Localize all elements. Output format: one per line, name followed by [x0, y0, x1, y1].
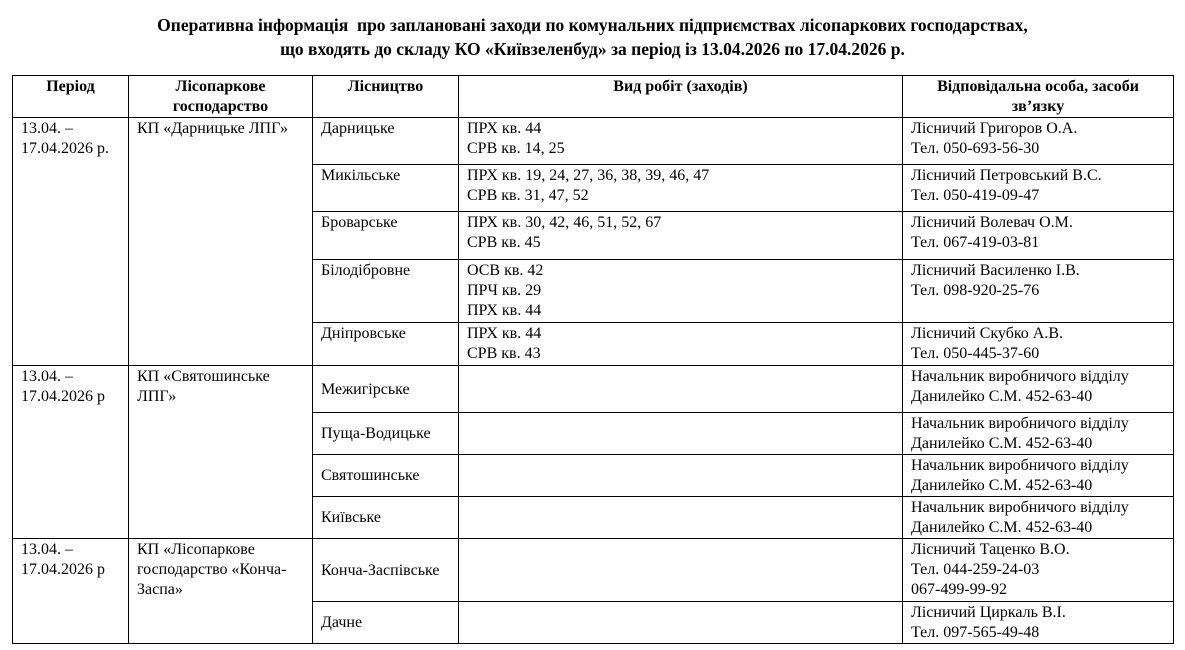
contact-cell: Лісничий Скубко А.В. Тел. 050-445-37-60 — [902, 322, 1174, 366]
cell-line: Тел. 097-565-49-48 — [911, 624, 1040, 641]
table-row: Дачне Лісничий Циркаль В.І. Тел. 097-565-4… — [13, 601, 1174, 644]
contact-cell: Начальник виробничого відділу Данилейко С… — [902, 496, 1174, 539]
works-cell — [458, 601, 903, 644]
table-row: Броварське ПРХ кв. 30, 42, 46, 51, 52, 67… — [13, 211, 1174, 260]
forestry-cell: Дачне — [312, 601, 459, 644]
forestry-cell: Броварське — [312, 211, 459, 260]
header-enterprise: Лісопаркове господарство — [128, 75, 313, 118]
contact-cell: Начальник виробничого відділу Данилейко С… — [902, 365, 1174, 413]
title-line-1: Оперативна інформація про заплановані за… — [157, 15, 1028, 35]
forestry-cell: Київське — [312, 496, 459, 539]
works-table: Період Лісопаркове господарство Лісництво В… — [12, 75, 1174, 644]
cell-line: Данилейко С.М. 452-63-40 — [911, 477, 1093, 494]
enterprise-cell: КП «Лісопаркове господарство «Конча-Засп… — [128, 538, 313, 644]
forestry-cell: Конча-Заспівське — [312, 538, 459, 602]
works-cell: ПРХ кв. 44 СРВ кв. 14, 25 — [458, 117, 903, 165]
title-line-2: що входять до складу КО «Київзеленбуд» з… — [280, 39, 905, 59]
works-cell: ПРХ кв. 44 СРВ кв. 43 — [458, 322, 903, 366]
forestry-cell: Пуща-Водицьке — [312, 412, 459, 455]
cell-line: Тел. 044-259-24-03 — [911, 561, 1040, 578]
forestry-cell: Микільське — [312, 164, 459, 212]
header-period: Період — [12, 75, 129, 118]
cell-line: СРВ кв. 31, 47, 52 — [467, 187, 589, 204]
cell-line: Тел. 050-693-56-30 — [911, 140, 1040, 157]
cell-line: ПРХ кв. 19, 24, 27, 36, 38, 39, 46, 47 — [467, 167, 710, 184]
cell-line: Данилейко С.М. 452-63-40 — [911, 388, 1093, 405]
contact-cell: Начальник виробничого відділу Данилейко С… — [902, 454, 1174, 497]
cell-line: 067-499-99-92 — [911, 581, 1007, 598]
cell-line: Тел. 067-419-03-81 — [911, 234, 1040, 251]
cell-line: Лісничий Циркаль В.І. — [911, 604, 1066, 621]
table-row: Білодібровне ОСВ кв. 42 ПРЧ кв. 29 ПРХ кв. … — [13, 259, 1174, 323]
works-cell — [458, 496, 903, 539]
cell-line: Начальник виробничого відділу — [911, 368, 1129, 385]
table-row: 13.04. – 17.04.2026 р КП «Лісопаркове гос… — [12, 538, 1174, 644]
table-header-row: Період Лісопаркове господарство Лісництво В… — [12, 75, 1174, 118]
forestry-cell: Межигірське — [312, 365, 459, 413]
forestry-cell: Святошинське — [312, 454, 459, 497]
cell-line: Данилейко С.М. 452-63-40 — [911, 519, 1093, 536]
cell-line: Начальник виробничого відділу — [911, 499, 1129, 516]
works-cell: ПРХ кв. 19, 24, 27, 36, 38, 39, 46, 47 СР… — [458, 164, 903, 212]
forestry-cell: Дарницьке — [312, 117, 459, 165]
cell-line: Лісничий Петровський В.С. — [911, 167, 1102, 184]
cell-line: Лісничий Григоров О.А. — [911, 120, 1078, 137]
cell-line: ПРЧ кв. 29 — [467, 282, 542, 299]
table-row: Дніпровське ПРХ кв. 44 СРВ кв. 43 Лісничий … — [13, 322, 1174, 366]
header-contact: Відповідальна особа, засоби зв’язку — [902, 75, 1174, 118]
cell-line: Лісничий Таценко В.О. — [911, 541, 1070, 558]
cell-line: СРВ кв. 45 — [467, 234, 541, 251]
table-row: 13.04. – 17.04.2026 р КП «Святошинське ЛП… — [12, 365, 1174, 539]
cell-line: Начальник виробничого відділу — [911, 415, 1129, 432]
cell-line: Тел. 050-419-09-47 — [911, 187, 1040, 204]
cell-line: ПРХ кв. 44 — [467, 325, 542, 342]
contact-cell: Начальник виробничого відділу Данилейко С… — [902, 412, 1174, 455]
cell-line: Тел. 050-445-37-60 — [911, 345, 1040, 362]
works-cell — [458, 365, 903, 413]
cell-line: Лісничий Василенко І.В. — [911, 262, 1080, 279]
cell-line: ПРХ кв. 44 — [467, 302, 542, 319]
period-cell: 13.04. – 17.04.2026 р. — [12, 117, 129, 366]
table-row: Святошинське Начальник виробничого відділ… — [13, 454, 1174, 497]
cell-line: ПРХ кв. 44 — [467, 120, 542, 137]
works-cell: ОСВ кв. 42 ПРЧ кв. 29 ПРХ кв. 44 — [458, 259, 903, 323]
cell-line: ПРХ кв. 30, 42, 46, 51, 52, 67 — [467, 214, 662, 231]
cell-line: СРВ кв. 14, 25 — [467, 140, 565, 157]
contact-cell: Лісничий Григоров О.А. Тел. 050-693-56-30 — [902, 117, 1174, 165]
cell-line: ОСВ кв. 42 — [467, 262, 544, 279]
contact-cell: Лісничий Таценко В.О. Тел. 044-259-24-03 0… — [902, 538, 1174, 602]
forestry-cell: Білодібровне — [312, 259, 459, 323]
works-cell — [458, 538, 903, 602]
period-cell: 13.04. – 17.04.2026 р — [12, 365, 129, 539]
enterprise-cell: КП «Дарницьке ЛПГ» — [128, 117, 313, 366]
works-cell — [458, 454, 903, 497]
contact-cell: Лісничий Петровський В.С. Тел. 050-419-09… — [902, 164, 1174, 212]
cell-line: Лісничий Скубко А.В. — [911, 325, 1064, 342]
contact-cell: Лісничий Василенко І.В. Тел. 098-920-25-7… — [902, 259, 1174, 323]
document-title: Оперативна інформація про заплановані за… — [0, 13, 1185, 61]
table-row: Пуща-Водицьке Начальник виробничого відді… — [13, 412, 1174, 455]
works-cell: ПРХ кв. 30, 42, 46, 51, 52, 67 СРВ кв. 45 — [458, 211, 903, 260]
contact-cell: Лісничий Циркаль В.І. Тел. 097-565-49-48 — [902, 601, 1174, 644]
cell-line: Лісничий Волевач О.М. — [911, 214, 1073, 231]
table-row: Київське Начальник виробничого відділу Дан… — [13, 496, 1174, 539]
works-cell — [458, 412, 903, 455]
cell-line: СРВ кв. 43 — [467, 345, 541, 362]
cell-line: Тел. 098-920-25-76 — [911, 282, 1040, 299]
table-row: Микільське ПРХ кв. 19, 24, 27, 36, 38, 39… — [13, 164, 1174, 212]
header-forestry: Лісництво — [312, 75, 459, 118]
cell-line: Начальник виробничого відділу — [911, 457, 1129, 474]
contact-cell: Лісничий Волевач О.М. Тел. 067-419-03-81 — [902, 211, 1174, 260]
table-row: 13.04. – 17.04.2026 р. КП «Дарницьке ЛПГ»… — [12, 117, 1174, 366]
period-cell: 13.04. – 17.04.2026 р — [12, 538, 129, 644]
forestry-cell: Дніпровське — [312, 322, 459, 366]
enterprise-cell: КП «Святошинське ЛПГ» — [128, 365, 313, 539]
header-works: Вид робіт (заходів) — [458, 75, 903, 118]
cell-line: Данилейко С.М. 452-63-40 — [911, 435, 1093, 452]
